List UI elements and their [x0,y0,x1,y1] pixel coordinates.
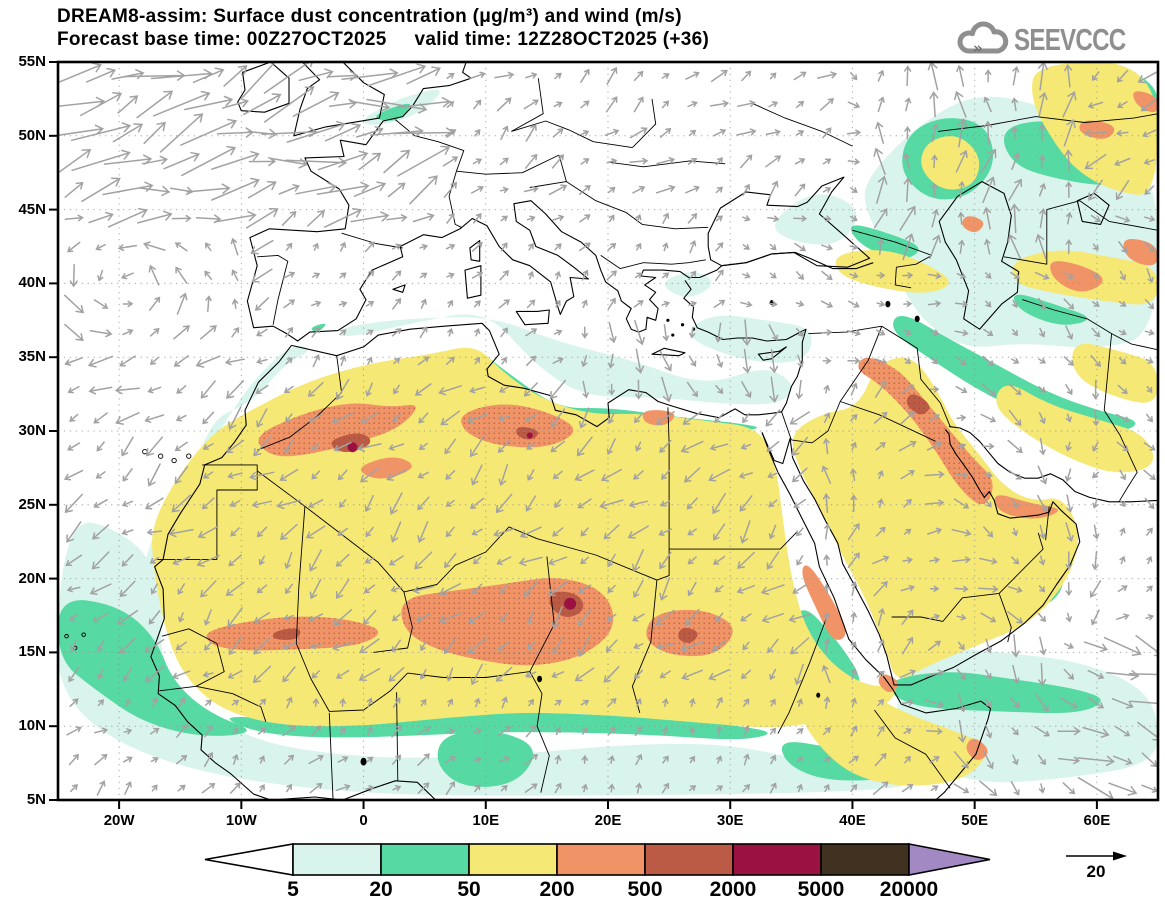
legend-value: 2000 [709,878,757,901]
lat-tick-label: 30N [18,422,46,439]
lon-tick-label: 20W [103,812,135,829]
svg-text:»: » [973,39,983,57]
lon-tick-label: 60E [1083,812,1111,829]
lon-tick-label: 10E [472,812,500,829]
lon-tick-label: 40E [839,812,866,829]
legend-value: 200 [539,878,575,901]
dust-contour-level-200 [962,216,984,233]
lat-tick-label: 35N [18,348,46,366]
lat-tick-label: 25N [18,495,46,513]
dust-contour-level-50 [792,357,1079,678]
dust-contour-level-5 [690,315,812,363]
legend-value: 5000 [797,878,845,901]
dust-contour-level-5 [775,194,857,245]
lat-tick-label: 55N [18,53,46,70]
wind-reference-value: 20 [1086,862,1106,881]
logo-text: SEEVCCC [1014,22,1126,57]
dust-contour-level-20 [893,316,1136,434]
dust-contour-level-200 [1133,91,1158,113]
lat-tick-label: 15N [18,643,46,661]
dust-contour-level-200 [802,565,846,640]
dust-contour-level-200 [1079,120,1115,139]
legend-value: 5 [287,878,299,901]
legend-value: 20 [369,878,393,901]
dust-contour-level-200 [1123,239,1158,266]
lon-tick-label: 20E [594,812,622,829]
lat-tick-label: 45N [18,200,46,218]
lat-tick-label: 5N [26,791,46,808]
map-title: DREAM8-assim: Surface dust concentration… [57,6,682,27]
dust-contour-level-200 [642,410,675,426]
lat-tick-label: 20N [18,569,46,587]
lat-tick-label: 10N [18,717,46,735]
lat-tick-label: 40N [18,274,46,292]
dust-contour-level-200 [1050,261,1103,292]
legend-value: 20000 [879,878,939,901]
wind-vector-field [58,62,1158,800]
lon-tick-label: 10W [225,812,257,829]
lon-tick-label: 30E [716,812,744,829]
cloud-icon: » [957,21,1009,57]
dust-contour-level-20 [58,600,247,736]
dust-contour-level-200 [994,495,1058,519]
color-legend: 5 20 50 200 500 2000 5000 20000 20 [0,838,1165,907]
colorbar [204,843,1127,876]
dust-contour-level-50 [996,385,1154,473]
dust-contour-level-20 [1014,294,1088,325]
legend-value: 50 [457,878,481,901]
dust-contour-level-5 [339,314,792,405]
dust-contour-level-50 [1072,343,1158,403]
seevccc-logo: » SEEVCCC [956,20,1157,60]
dust-contour-level-20 [890,672,1101,714]
dust-contour-level-20 [851,225,919,259]
lon-tick-label: 0 [359,812,368,829]
lon-tick-label: 50E [961,812,988,829]
dust-contour-level-50 [921,136,980,190]
lat-tick-label: 50N [18,126,46,144]
map-subtitle-forecast-times: Forecast base time: 00Z27OCT2025 valid t… [57,29,710,50]
legend-value: 500 [627,878,663,901]
